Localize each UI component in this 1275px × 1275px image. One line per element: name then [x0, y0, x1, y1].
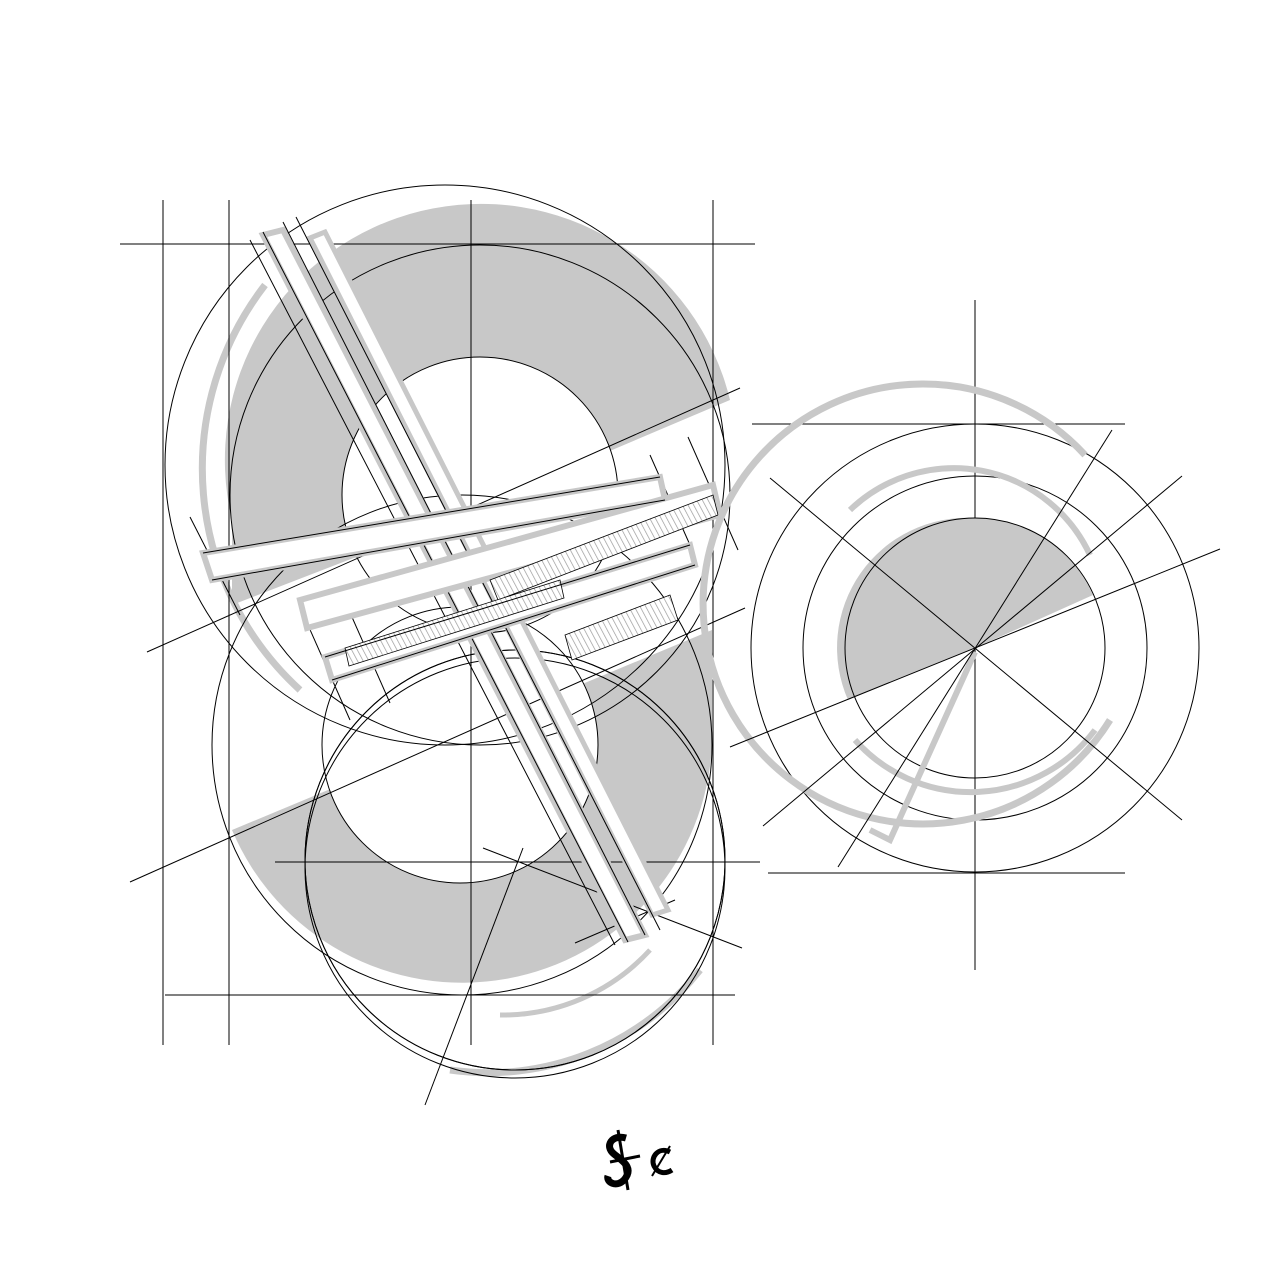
lower-shadow-arc-2 [499, 948, 652, 1018]
construction-circle-upper-large [164, 184, 726, 746]
guide-diagonal-lower [129, 607, 746, 883]
cent-circle-inner [844, 517, 1106, 779]
cent-shaded-sector [837, 517, 1093, 700]
cent-radial-4 [837, 429, 1113, 868]
dollar-horizontal-bars [199, 473, 724, 684]
lower-shadow-arc [449, 967, 703, 1077]
upper-shadow-arc [198, 282, 303, 693]
cent-radial-3 [762, 475, 1183, 827]
cent-sign-construction [699, 300, 1221, 970]
cent-radial-2 [769, 477, 1183, 821]
guide-diagonal-steep [424, 847, 524, 1106]
dollar-cent-logo-icon [604, 1129, 674, 1191]
cent-slash [868, 650, 978, 845]
construction-circle-middle [211, 494, 713, 996]
dollar-sign-construction [120, 184, 760, 1106]
construction-circle-lower-outer [304, 657, 726, 1079]
cent-c-shape [699, 380, 1113, 828]
cent-c-inner [847, 465, 1093, 557]
cent-circle-outer [750, 423, 1200, 873]
cent-c-inner-2 [852, 728, 1098, 796]
